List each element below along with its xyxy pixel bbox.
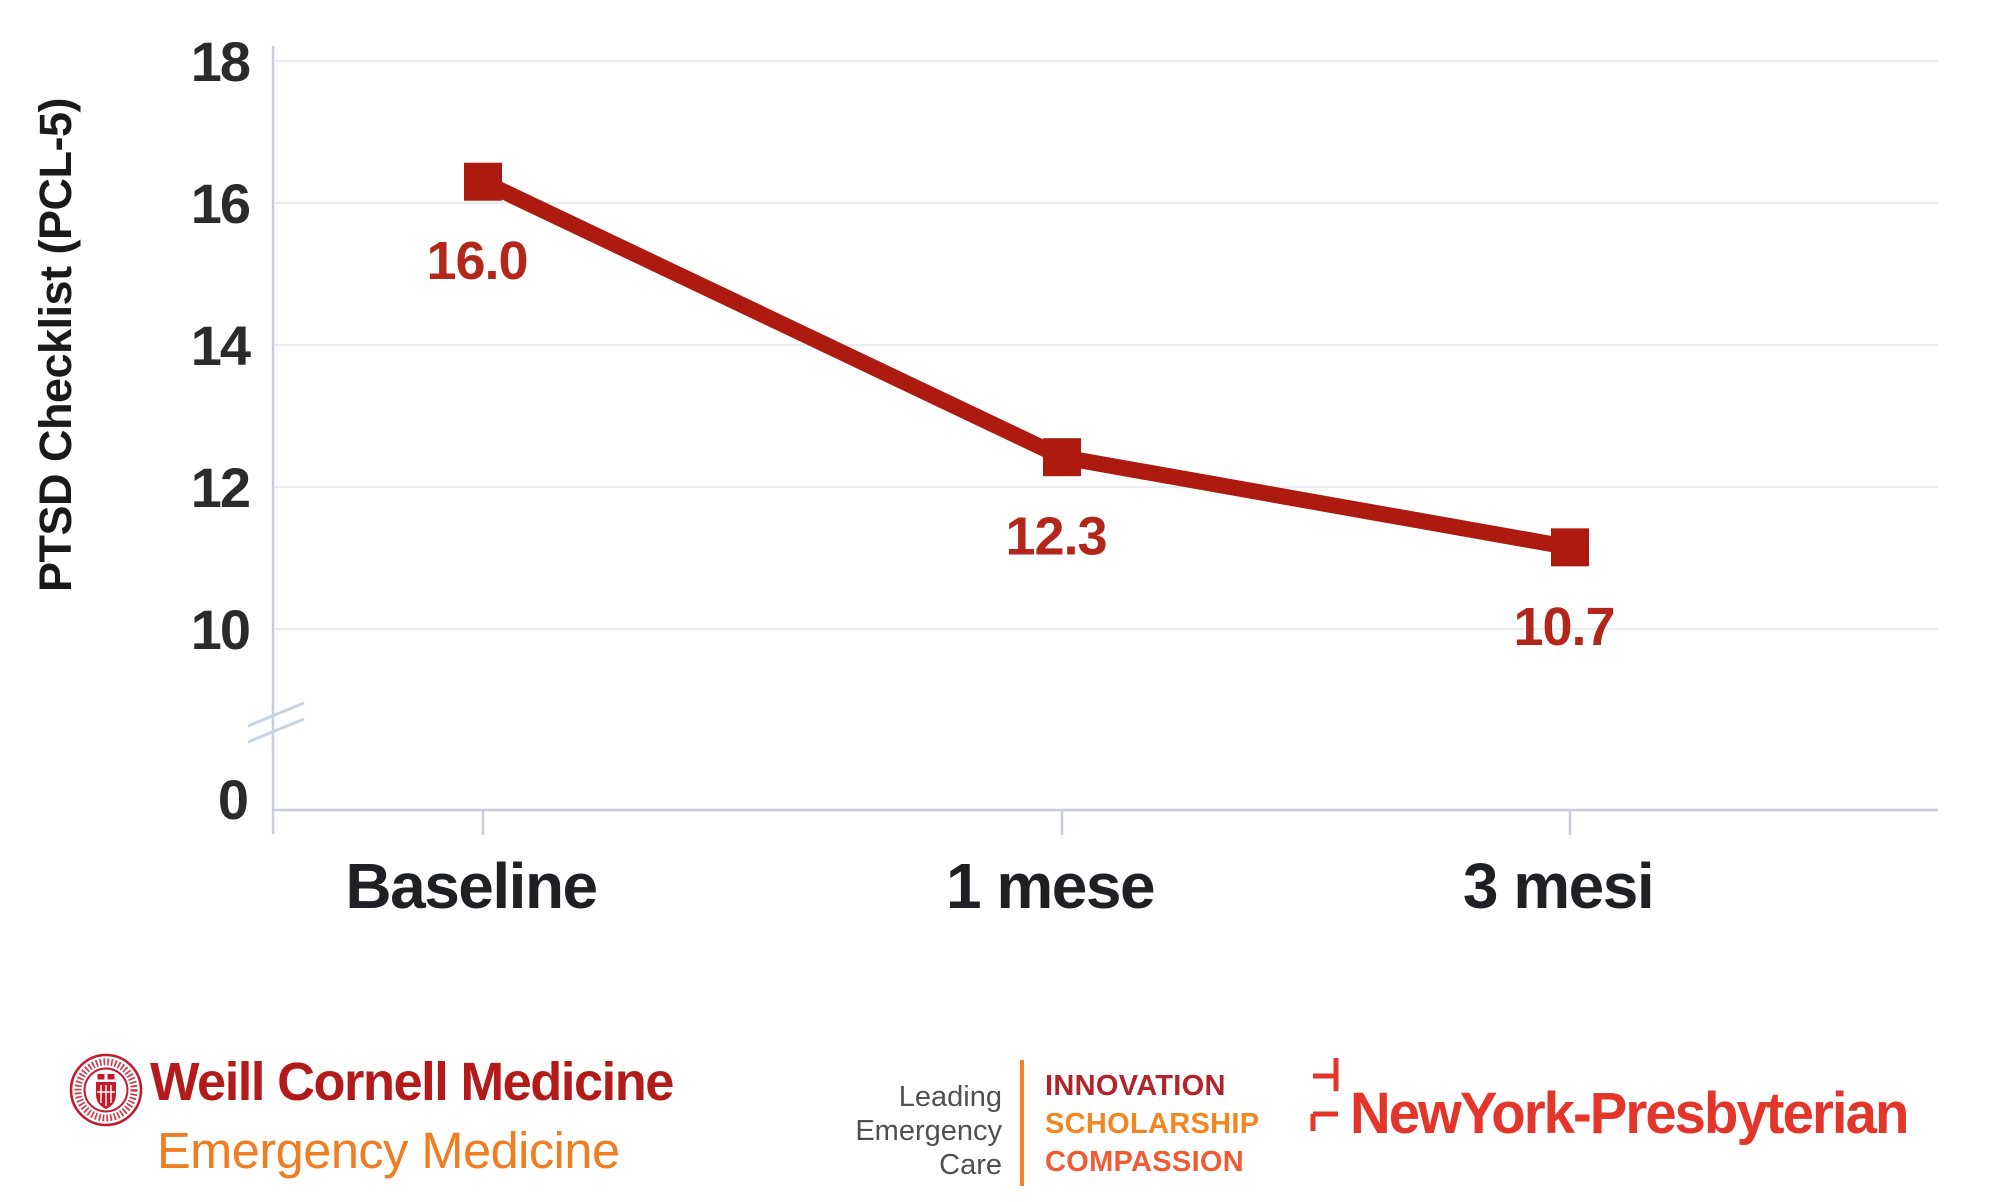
y-tick-label: 10 bbox=[191, 598, 249, 661]
data-point-label: 16.0 bbox=[426, 231, 527, 291]
tagline-block: Leading Emergency Care bbox=[855, 1080, 1002, 1182]
data-point-label: 12.3 bbox=[1005, 507, 1106, 567]
y-tick-label: 16 bbox=[191, 172, 250, 235]
pillar-compassion: COMPASSION bbox=[1045, 1146, 1245, 1178]
y-tick-label-zero: 0 bbox=[218, 768, 249, 831]
wcm-logo-title: Weill Cornell Medicine bbox=[150, 1052, 674, 1112]
axis-break-icon bbox=[247, 701, 305, 728]
x-category-label: 1 mese bbox=[946, 850, 1154, 922]
y-tick-label: 14 bbox=[191, 314, 251, 377]
tagline-line-3: Care bbox=[939, 1149, 1002, 1181]
pcl5-line-chart: 18 16 14 12 10 0 16.0 12.3 10.7 Baseline 1 mese 3 m… bbox=[30, 30, 1938, 922]
data-point-marker bbox=[1043, 438, 1081, 477]
x-category-label: 3 mesi bbox=[1463, 850, 1653, 922]
nyp-logo-icon bbox=[1310, 1058, 1339, 1131]
wcm-logo-subtitle: Emergency Medicine bbox=[157, 1122, 620, 1179]
tagline-line-1: Leading bbox=[898, 1081, 1002, 1113]
nyp-logo-name: NewYork-Presbyterian bbox=[1350, 1081, 1909, 1146]
pillar-divider bbox=[1020, 1060, 1024, 1186]
x-category-label: Baseline bbox=[345, 850, 596, 922]
y-axis-title: PTSD Checklist (PCL-5) bbox=[30, 98, 81, 592]
y-tick-label: 18 bbox=[191, 30, 250, 93]
pillars-block: INNOVATION SCHOLARSHIP COMPASSION bbox=[1045, 1067, 1259, 1181]
series-line bbox=[479, 174, 1572, 556]
data-point-label: 10.7 bbox=[1513, 597, 1614, 657]
tagline-line-2: Emergency bbox=[855, 1115, 1002, 1147]
y-tick-label: 12 bbox=[191, 456, 249, 519]
wcm-seal-icon bbox=[69, 1053, 143, 1127]
data-point-marker bbox=[1551, 528, 1589, 567]
pillar-scholarship: SCHOLARSHIP bbox=[1045, 1108, 1260, 1140]
pillar-innovation: INNOVATION bbox=[1045, 1070, 1226, 1102]
data-point-marker bbox=[464, 162, 502, 201]
axis-break-icon bbox=[247, 717, 305, 744]
